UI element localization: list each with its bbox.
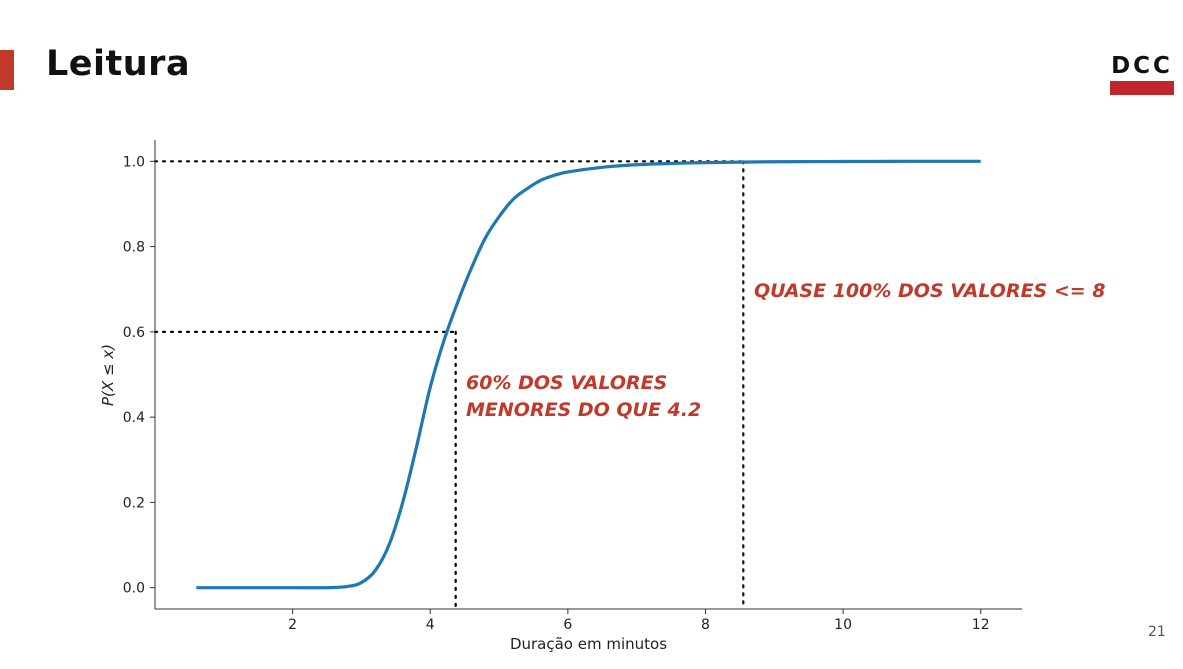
y-tick-label: 0.0 bbox=[123, 581, 145, 597]
y-tick-label: 1.0 bbox=[123, 154, 145, 170]
x-tick-label: 8 bbox=[701, 617, 710, 633]
logo-bar bbox=[1110, 81, 1174, 95]
page-number: 21 bbox=[1148, 624, 1166, 640]
slide-title: Leitura bbox=[46, 44, 191, 84]
title-accent-bar bbox=[0, 50, 14, 90]
annotation-line: QUASE 100% DOS VALORES <= 8 bbox=[754, 280, 1106, 302]
x-tick-label: 2 bbox=[288, 617, 297, 633]
dcc-logo: DCC bbox=[1110, 54, 1174, 95]
annotation-text: 60% DOS VALORES MENORES DO QUE 4.2 bbox=[466, 372, 701, 421]
x-tick-label: 6 bbox=[563, 617, 572, 633]
y-axis-label: P(X ≤ x) bbox=[99, 344, 117, 406]
annotation-line: 60% DOS VALORES bbox=[466, 372, 667, 394]
logo-text: DCC bbox=[1111, 53, 1173, 79]
annotation-text: QUASE 100% DOS VALORES <= 8 bbox=[754, 280, 1106, 302]
y-tick-label: 0.2 bbox=[123, 495, 145, 511]
x-tick-label: 4 bbox=[426, 617, 435, 633]
y-tick-label: 0.4 bbox=[123, 410, 145, 426]
x-tick-label: 12 bbox=[972, 617, 990, 633]
cdf-series-line bbox=[196, 159, 981, 590]
y-tick-label: 0.8 bbox=[123, 240, 145, 256]
x-tick-label: 10 bbox=[834, 617, 852, 633]
y-tick-label: 0.6 bbox=[123, 325, 145, 341]
annotation-line: MENORES DO QUE 4.2 bbox=[466, 399, 701, 421]
x-axis-label: Duração em minutos bbox=[510, 635, 667, 653]
